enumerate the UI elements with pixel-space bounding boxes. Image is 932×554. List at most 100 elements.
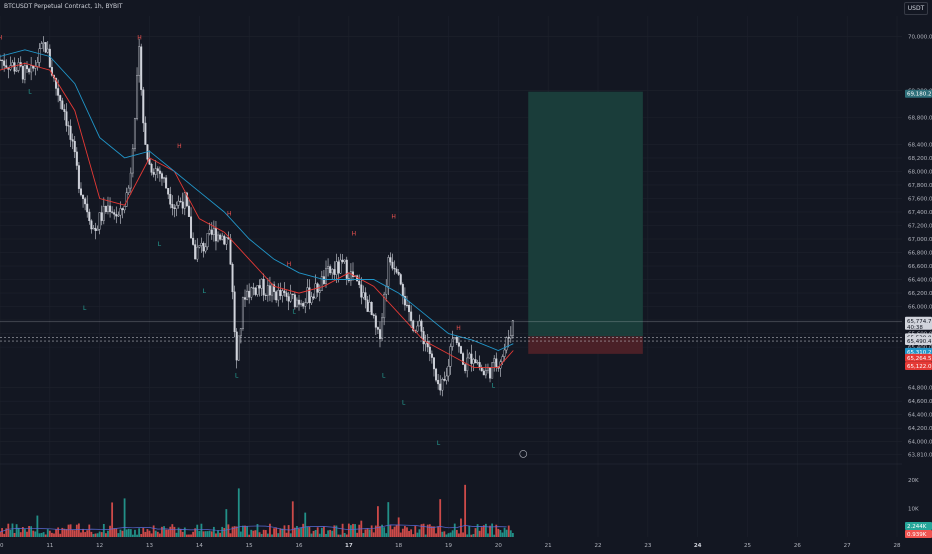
price-label-bg: [905, 362, 932, 371]
volume-last-label-text: 0.939K: [907, 532, 927, 538]
candle: [206, 233, 209, 250]
current-price-label-bg: [905, 316, 932, 330]
volume-bar: [233, 526, 236, 537]
candle-body: [102, 206, 105, 221]
volume-bar: [53, 533, 55, 537]
volume-bar: [304, 512, 307, 537]
swing-label-H: H: [177, 143, 182, 150]
volume-bar: [144, 531, 147, 537]
candle-body: [44, 42, 47, 53]
candle: [484, 363, 487, 379]
candle-body: [196, 246, 199, 260]
candle: [405, 295, 408, 308]
candle-body: [252, 287, 255, 289]
candle-body: [277, 289, 280, 301]
candle-body: [464, 364, 467, 371]
time-tick-label: 18: [395, 543, 402, 549]
volume-bar: [266, 533, 269, 537]
candle-body: [264, 294, 267, 296]
candle: [121, 207, 124, 219]
candle-body: [23, 65, 26, 80]
candle: [378, 321, 381, 348]
candle-body: [204, 246, 207, 252]
candle-body: [484, 370, 487, 376]
swing-label-H: H: [227, 210, 232, 217]
swing-label-H: H: [352, 231, 357, 238]
volume-bar: [470, 534, 473, 537]
candle: [192, 232, 195, 246]
candle-body: [65, 111, 68, 126]
volume-bar: [80, 532, 82, 537]
volume-bar: [194, 528, 197, 537]
replay-icon-circle: [519, 450, 528, 458]
volume-bar: [387, 502, 390, 537]
candle-body: [96, 229, 99, 231]
candle: [416, 321, 419, 333]
candle: [312, 293, 315, 300]
volume-bar: [57, 527, 60, 537]
candle: [472, 357, 475, 371]
price-tick-label: 67,400.0: [908, 210, 932, 216]
time-tick-label: 11: [46, 543, 53, 549]
price-label-bg: [905, 89, 932, 98]
candle-body: [273, 284, 276, 292]
candle: [482, 368, 485, 376]
volume-bar: [107, 530, 109, 537]
candle: [335, 253, 338, 283]
candle: [298, 294, 301, 311]
candle-body: [127, 187, 130, 193]
candle-body: [117, 214, 120, 217]
time-tick-label: 21: [545, 543, 552, 549]
candle: [190, 207, 193, 239]
volume-bar: [335, 525, 338, 537]
volume-bar: [379, 526, 381, 537]
time-tick-label: 26: [794, 543, 801, 549]
candle-body: [42, 42, 45, 44]
candle-body: [109, 205, 112, 212]
volume-bar: [341, 523, 344, 537]
candle-body: [511, 320, 514, 336]
currency-button[interactable]: USDT: [904, 2, 928, 15]
volume-bar: [109, 525, 111, 537]
candle-body: [79, 188, 82, 196]
price-tick-label: 64,000.0: [908, 440, 932, 446]
volume-bar: [177, 527, 180, 537]
swing-label-L: L: [203, 288, 207, 295]
candle: [262, 273, 265, 302]
volume-bar: [279, 528, 282, 537]
candle-body: [185, 192, 188, 207]
volume-bar: [34, 531, 37, 537]
volume-bar: [254, 530, 257, 537]
swing-label-L: L: [158, 241, 162, 248]
volume-bar: [389, 525, 392, 537]
candle-body: [104, 206, 107, 213]
candle-body: [140, 46, 143, 90]
volume-tick-label: 20K: [908, 478, 919, 484]
candle: [233, 285, 236, 338]
candle: [221, 232, 224, 241]
time-axis: 10 11 12 13 14 15 16 17 18 19 20 21 22 23 24 25 26 27 28: [0, 538, 902, 550]
candle-body: [443, 379, 446, 381]
volume-bar: [30, 526, 33, 537]
candle-body: [486, 367, 489, 371]
candle: [38, 43, 41, 67]
candle-body: [412, 320, 415, 331]
volume-bar: [372, 532, 375, 537]
price-tick-label: 66,000.0: [908, 305, 932, 311]
volume-bar: [291, 501, 294, 537]
candle-body: [329, 266, 332, 274]
swing-label-H: H: [287, 261, 292, 268]
candle-body: [449, 346, 452, 367]
volume-bar: [362, 533, 365, 537]
candle-body: [455, 337, 458, 343]
volume-bar: [345, 534, 348, 537]
candle-body: [235, 331, 238, 361]
candle-body: [314, 283, 317, 299]
candle: [439, 375, 442, 396]
volume-bar: [364, 529, 367, 537]
volume-bar: [347, 523, 350, 537]
candle-body: [331, 269, 334, 274]
volume-bar: [48, 530, 51, 537]
